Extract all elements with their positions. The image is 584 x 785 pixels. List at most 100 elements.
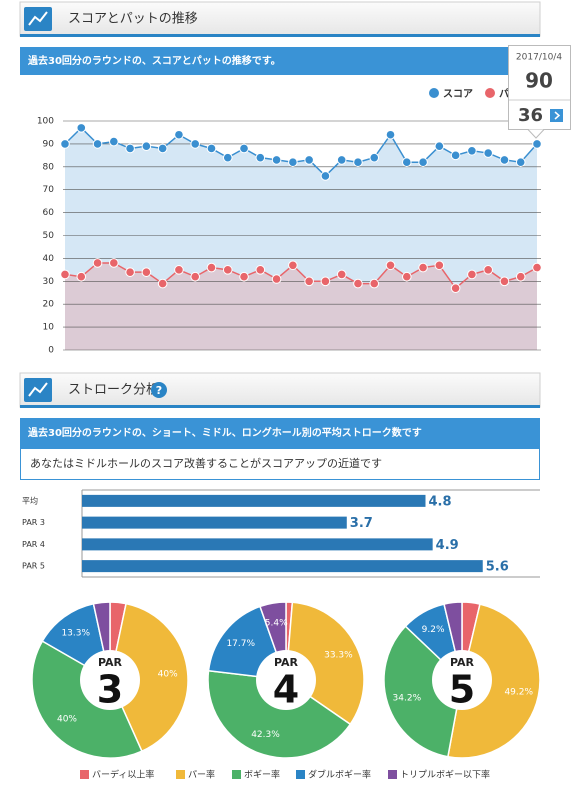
value-label: 5.4% [265,618,288,628]
point[interactable] [320,276,331,287]
legend-swatch [232,770,241,779]
point[interactable] [141,267,152,277]
point[interactable] [206,143,217,154]
point[interactable] [109,258,119,268]
chart-icon-line [28,382,48,397]
point[interactable] [418,262,428,273]
point[interactable] [369,152,380,163]
point[interactable] [174,129,184,140]
point[interactable] [222,265,233,275]
point[interactable] [125,143,135,154]
point[interactable] [76,123,87,133]
value-label: 3.7 [350,516,373,531]
point[interactable] [304,276,314,287]
legend-label: バーディ以上率 [92,769,154,781]
tooltip-next-arrow[interactable] [554,111,561,120]
y-tick-label: 70 [43,185,55,195]
tooltip-putt: 36 [518,105,543,126]
help-icon[interactable] [151,382,167,398]
point[interactable] [499,155,510,165]
point[interactable] [206,262,217,273]
point[interactable] [353,157,363,168]
point[interactable] [467,269,477,280]
value-label: 13.3% [61,629,90,639]
pie-slice [31,640,143,759]
value-label: 5.6 [486,560,509,575]
point[interactable] [109,136,119,147]
point[interactable] [190,139,201,149]
point[interactable] [385,129,396,140]
y-tick-label: 10 [43,323,55,333]
point[interactable] [60,269,70,280]
message: あなたはミドルホールのスコア改善することがスコアアップの近道です [30,456,382,470]
legend-label: ダブルボギー率 [308,769,371,781]
point[interactable] [125,267,135,277]
point[interactable] [271,274,282,284]
legend-swatch [388,770,397,779]
point[interactable] [288,157,298,168]
point[interactable] [434,141,445,151]
section-header [19,1,541,37]
description: 過去30回分のラウンドの、ショート、ミドル、ロングホール別の平均ストローク数です [27,426,422,439]
point[interactable] [76,271,87,282]
point[interactable] [255,152,266,163]
point[interactable] [288,260,298,271]
point[interactable] [336,155,347,165]
point[interactable] [239,143,249,154]
value-label: 17.7% [226,639,255,649]
point[interactable] [190,271,201,282]
point[interactable] [271,155,282,165]
point[interactable] [450,283,461,293]
y-tick-label: PAR 5 [22,562,45,571]
point[interactable] [157,278,168,289]
point[interactable] [255,265,266,275]
point[interactable] [92,258,103,268]
pie-title-main: 5 [449,668,475,712]
point[interactable] [515,157,526,168]
point[interactable] [174,265,184,275]
point[interactable] [239,271,249,282]
point[interactable] [450,150,461,161]
message-box [20,448,540,480]
point[interactable] [467,145,477,156]
point[interactable] [515,271,526,282]
point[interactable] [434,260,445,271]
point[interactable] [336,269,347,280]
point[interactable] [418,157,428,168]
value-label: 40% [57,714,77,724]
point[interactable] [157,143,168,154]
pie-hole [256,650,316,710]
legend-label: スコア [443,88,473,100]
point[interactable] [483,265,493,275]
point[interactable] [320,171,331,181]
pie-slice [109,602,189,753]
value-label: 4.8 [429,494,452,509]
point[interactable] [385,260,396,271]
section-title: スコアとパットの推移 [68,12,198,27]
point[interactable] [401,271,412,282]
help-icon-text[interactable]: ? [156,384,162,397]
point[interactable] [499,276,510,287]
point[interactable] [141,141,152,151]
section-title: ストローク分析 [68,383,159,398]
point[interactable] [401,157,412,168]
tooltip-next[interactable] [550,109,563,122]
point[interactable] [483,148,493,158]
header-underline [20,34,540,37]
pie-slice [207,669,352,759]
point[interactable] [304,155,314,165]
legend-label: パー率 [188,769,215,781]
point[interactable] [353,278,363,289]
point[interactable] [369,278,380,289]
point[interactable] [92,139,103,149]
point[interactable] [532,139,542,149]
y-tick-label: 90 [43,139,55,149]
pie-hole [80,650,140,710]
point[interactable] [532,262,542,273]
pie-slice [383,625,463,758]
bar [82,494,426,507]
point[interactable] [222,152,233,163]
point[interactable] [60,139,70,149]
tooltip-score: 90 [525,69,553,93]
